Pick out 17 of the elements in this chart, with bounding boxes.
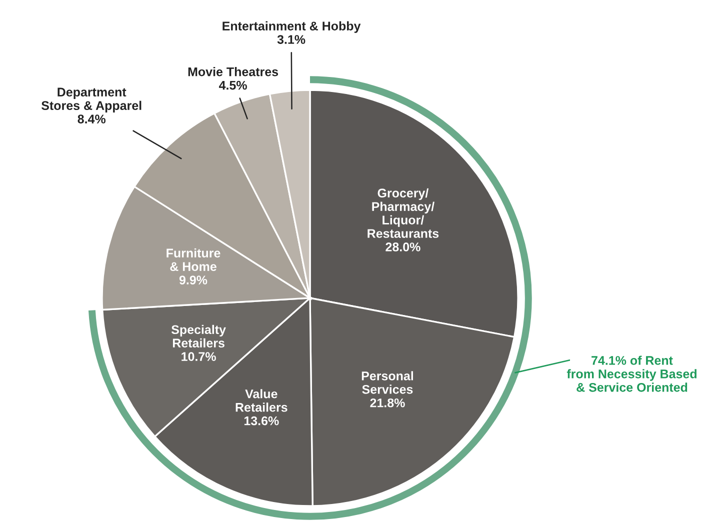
data-label: 28.0%	[386, 242, 420, 252]
slice-label: Department Stores & Apparel	[41, 88, 142, 112]
slice-label: Value Retailers	[236, 389, 288, 412]
slice-label: Specialty Retailers	[171, 324, 226, 348]
slice-label: Personal Services	[362, 371, 413, 394]
slice-label: Furniture & Home	[166, 248, 220, 271]
slice-label: Movie Theatres	[188, 67, 278, 76]
data-label: 8.4%	[78, 114, 106, 124]
data-label: 3.1%	[277, 35, 306, 44]
data-label: 10.7%	[182, 352, 216, 361]
data-label: 21.8%	[370, 398, 405, 408]
data-label: 13.6%	[244, 416, 279, 426]
slice-label: Grocery/ Pharmacy/ Liquor/ Restaurants	[368, 188, 439, 238]
data-label: 4.5%	[218, 80, 247, 90]
text: 74.1% of Rent from Necessity Based & Service Oriented	[566, 356, 696, 392]
data-label: 9.9%	[179, 276, 208, 284]
slice-label: Entertainment & Hobby	[222, 21, 361, 33]
